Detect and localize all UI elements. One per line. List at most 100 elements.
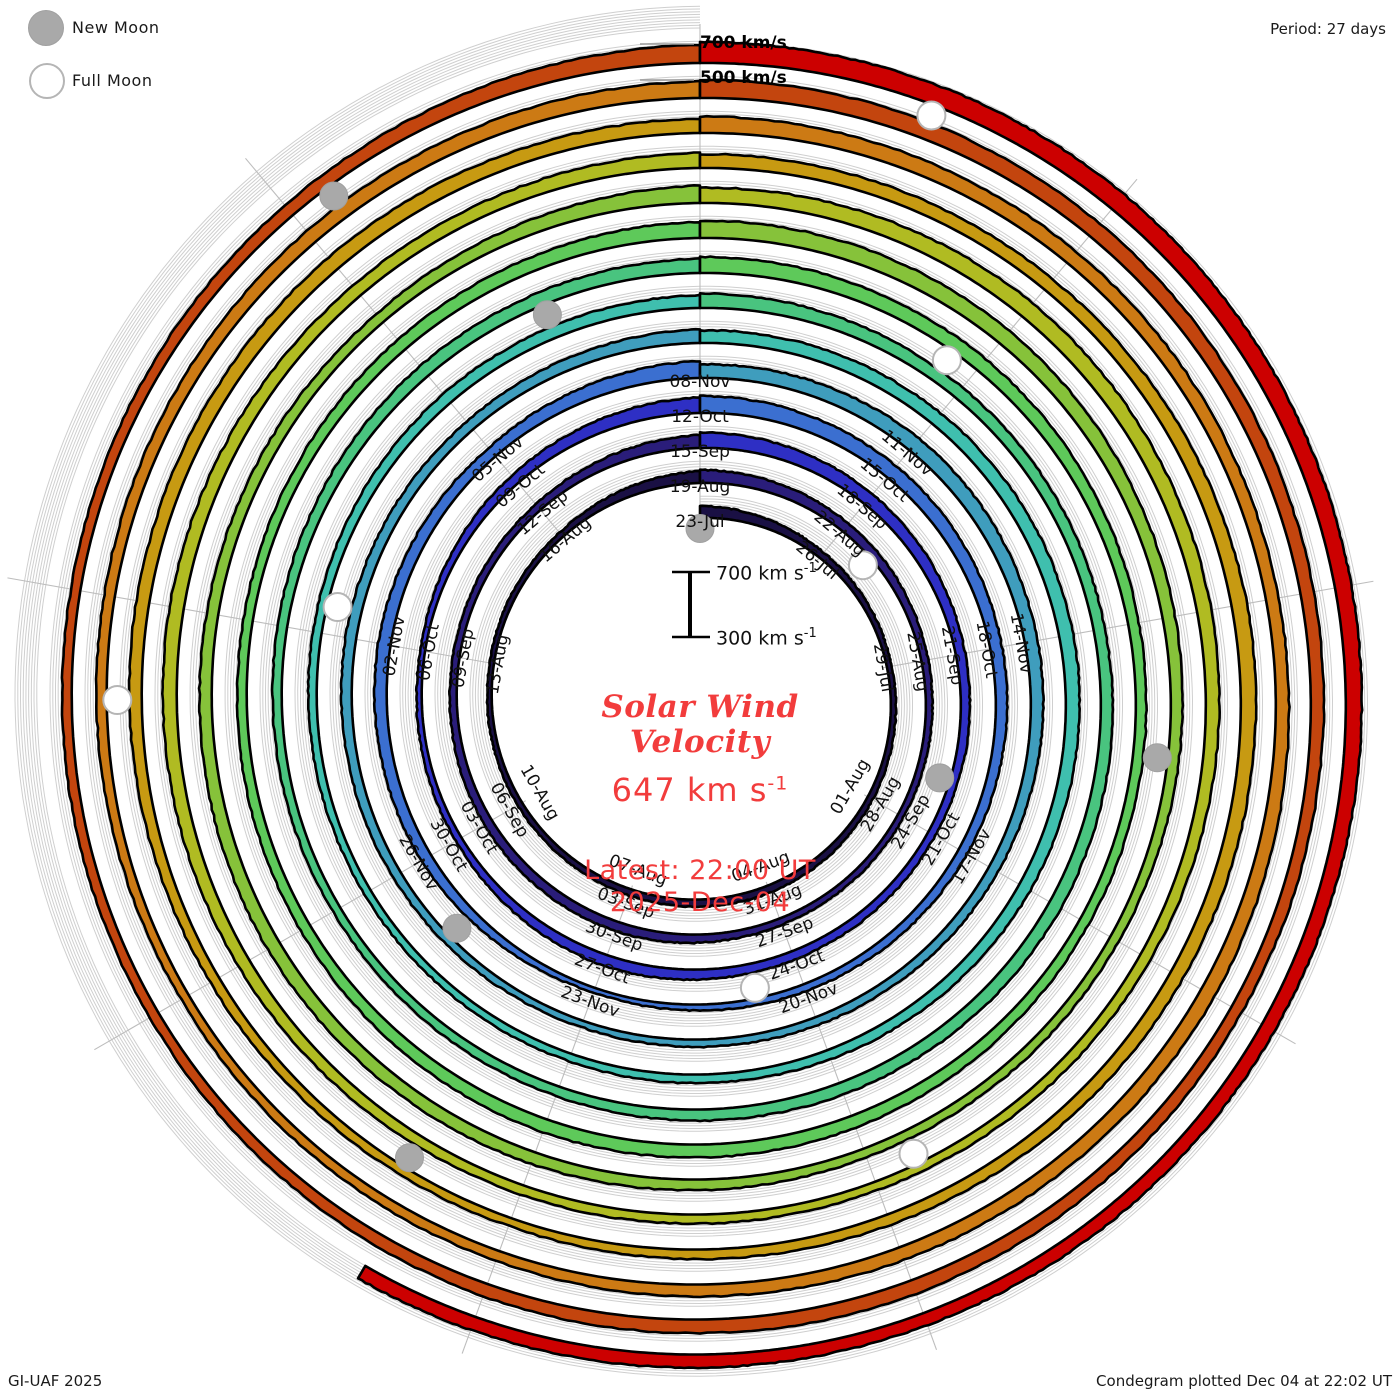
current-value-number: 647 km s [611, 771, 768, 810]
value-gridline [52, 43, 1331, 1340]
date-tick-text: 25-Aug [902, 630, 932, 693]
value-gridline [477, 468, 905, 914]
value-gridline [14, 5, 1369, 1377]
new-moon-marker [532, 300, 562, 330]
value-gridline [472, 463, 911, 920]
value-gridline [437, 428, 946, 954]
full-moon-marker [322, 592, 353, 622]
value-gridline [334, 326, 1048, 1057]
value-gridline [442, 433, 940, 949]
value-gridline [84, 75, 1299, 1307]
date-tick-label: 25-Aug [902, 630, 932, 693]
footer-credit: GI-UAF 2025 [8, 1372, 103, 1390]
date-tick-text: 12-Oct [671, 407, 729, 427]
top-scale-700-label: 700 km/s [700, 33, 787, 53]
value-gridline [119, 110, 1264, 1272]
full-moon-marker [847, 550, 878, 581]
value-gridline [474, 466, 908, 917]
value-gridline [154, 145, 1229, 1237]
date-tick-label: 15-Sep [670, 442, 730, 462]
scalebar-upper-value: 700 km s [716, 562, 804, 585]
value-gridline [192, 183, 1191, 1199]
top-scale-500-label: 500 km/s [700, 68, 787, 88]
date-tick-label: 29-Jul [869, 642, 897, 694]
new-moon-marker [685, 514, 715, 543]
date-tick-label: 06-Oct [414, 622, 444, 683]
value-gridline [445, 436, 938, 946]
date-tick-label: 08-Nov [670, 372, 731, 392]
footer-timestamp: Condegram plotted Dec 04 at 22:02 UT [1096, 1372, 1392, 1390]
new-moon-marker [319, 181, 349, 211]
latest-date: 2025-Dec-04 [609, 887, 791, 919]
value-gridline [407, 398, 975, 984]
full-moon-marker [898, 1138, 929, 1169]
new-moon-marker [442, 913, 472, 943]
value-gridline [480, 471, 903, 911]
date-tick-text: 08-Nov [670, 372, 731, 392]
value-gridline [439, 431, 943, 952]
current-value: 647 km s-1 [430, 771, 970, 809]
full-moon-marker [916, 100, 947, 131]
value-gridline [224, 215, 1158, 1167]
latest-reading: Latest: 22:00 UT 2025-Dec-04 [430, 855, 970, 919]
rotation-band [356, 40, 1364, 1370]
date-tick-label: 19-Aug [670, 477, 731, 497]
value-gridline [399, 390, 983, 992]
value-gridline [227, 218, 1156, 1164]
value-gridline [469, 460, 913, 922]
chart-title-line2: Velocity [629, 723, 771, 760]
moon-markers [102, 100, 1172, 1173]
value-gridline [189, 180, 1194, 1202]
full-moon-legend-label: Full Moon [72, 71, 153, 90]
period-label: Period: 27 days [1270, 20, 1386, 38]
full-moon-swatch [29, 63, 65, 99]
full-moon-marker [102, 685, 133, 715]
full-moon-marker [739, 972, 770, 1003]
value-gridline [402, 393, 981, 989]
value-gridline [300, 291, 1083, 1092]
scalebar-upper-label: 700 km s-1 [716, 561, 817, 584]
value-gridline [122, 113, 1261, 1269]
value-gridline [262, 253, 1121, 1129]
value-gridline [267, 258, 1115, 1124]
date-tick-text: 06-Oct [414, 622, 444, 683]
value-gridline [157, 148, 1226, 1234]
value-gridline [265, 256, 1118, 1127]
value-gridline [404, 396, 978, 987]
value-gridline [367, 358, 1016, 1024]
value-gridline [369, 361, 1013, 1022]
new-moon-marker [1142, 743, 1172, 773]
new-moon-marker [925, 763, 955, 793]
value-gridline [294, 285, 1088, 1097]
value-gridline [259, 250, 1123, 1132]
value-gridline [125, 116, 1258, 1267]
latest-time: Latest: 22:00 UT [584, 855, 816, 887]
value-gridline [49, 40, 1334, 1342]
scalebar-upper-exponent: -1 [803, 561, 817, 576]
scalebar-lower-exponent: -1 [803, 626, 817, 641]
value-gridline [87, 78, 1296, 1305]
velocity-bands [60, 40, 1364, 1370]
value-gridline [55, 46, 1328, 1337]
scalebar-lower-value: 300 km s [716, 627, 804, 650]
value-gridline [364, 355, 1018, 1027]
top-scale-leaders [640, 43, 694, 81]
date-tick-text: 15-Sep [670, 442, 730, 462]
date-tick-text: 29-Jul [869, 642, 897, 694]
chart-title-line1: Solar Wind [601, 689, 799, 725]
chart-title: Solar Wind Velocity [430, 690, 970, 759]
value-gridline [195, 186, 1188, 1197]
center-info-block: Solar Wind Velocity 647 km s-1 Latest: 2… [430, 690, 970, 919]
value-gridline [297, 288, 1086, 1094]
date-tick-label: 12-Oct [671, 407, 729, 427]
date-tick-label: 23-Jul [675, 512, 724, 532]
new-moon-marker [395, 1143, 424, 1173]
new-moon-swatch [28, 10, 64, 46]
scale-bar [672, 570, 710, 639]
date-tick-text: 19-Aug [670, 477, 731, 497]
value-gridline [90, 81, 1293, 1302]
scalebar-lower-label: 300 km s-1 [716, 626, 817, 649]
current-value-exponent: -1 [767, 772, 789, 795]
